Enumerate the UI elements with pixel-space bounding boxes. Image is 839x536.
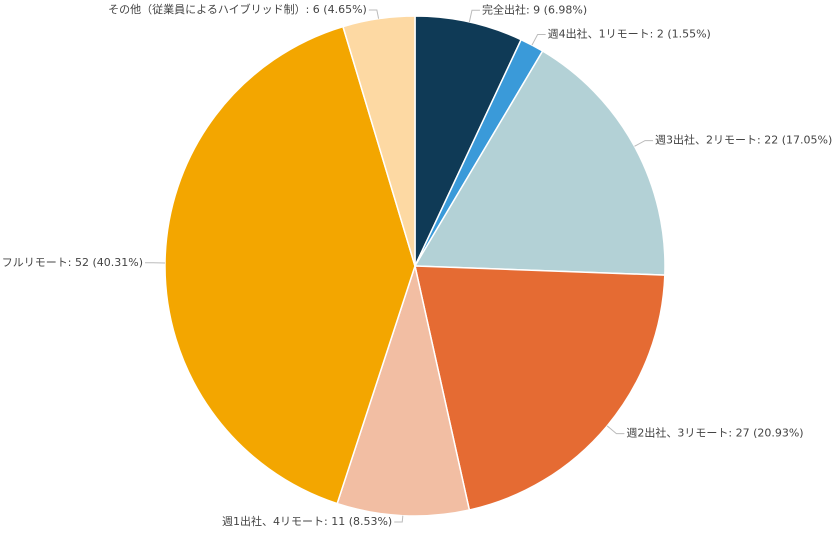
data-label: 完全出社: 9 (6.98%)	[482, 2, 587, 16]
data-label: 週2出社、3リモート: 27 (20.93%)	[626, 426, 803, 440]
data-label: 週3出社、2リモート: 22 (17.05%)	[655, 133, 832, 147]
leader-line	[634, 141, 653, 147]
data-label: その他（従業員によるハイブリッド制）: 6 (4.65%)	[108, 2, 367, 16]
leader-line	[394, 516, 403, 522]
leader-line	[607, 426, 624, 434]
data-label: 週4出社、1リモート: 2 (1.55%)	[548, 26, 711, 40]
leader-line	[469, 10, 480, 22]
leader-line	[532, 34, 546, 45]
data-label: 週1出社、4リモート: 11 (8.53%)	[222, 514, 392, 528]
data-label: フルリモート: 52 (40.31%)	[2, 256, 143, 269]
leader-line	[369, 10, 379, 19]
